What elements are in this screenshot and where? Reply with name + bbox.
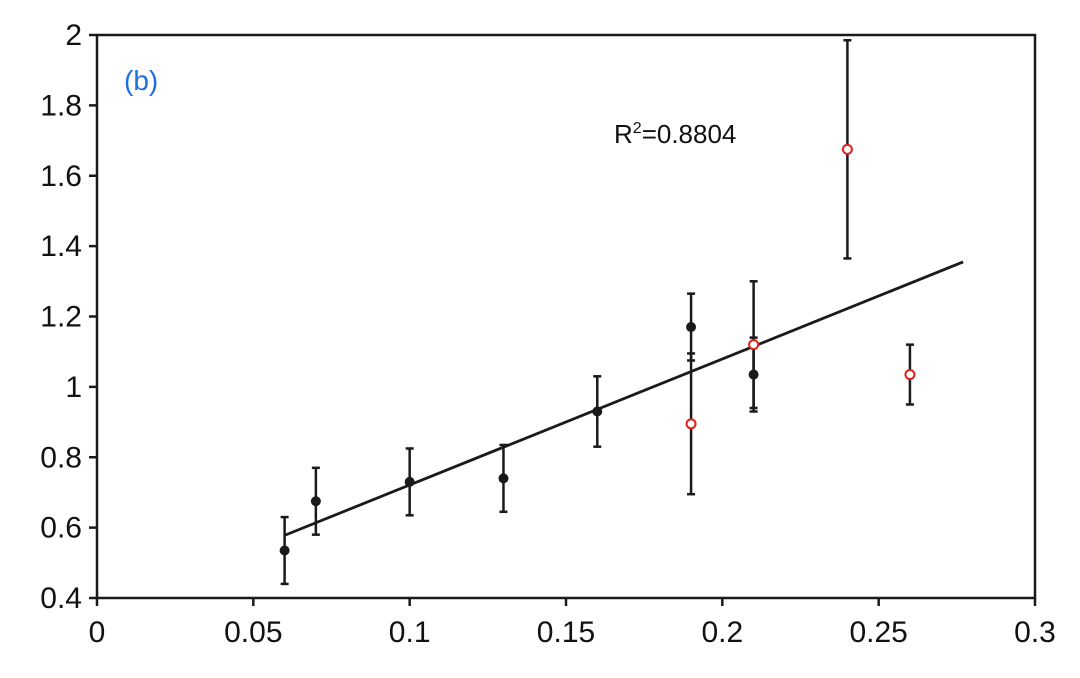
r-squared-superscript: 2 [633,120,642,137]
filled-point-6 [748,369,759,380]
filled-point-4 [592,406,603,417]
filled-point-3 [498,473,509,484]
x-tick-label-6: 0.3 [1014,616,1056,649]
y-tick-label-2: 0.8 [40,441,82,474]
filled-point-2 [404,476,415,487]
x-tick-label-3: 0.15 [537,616,595,649]
axes [95,33,1037,600]
x-tick-label-0: 0 [89,616,106,649]
y-tick-label-7: 1.8 [40,89,82,122]
y-tick-label-6: 1.6 [40,160,82,193]
open-point-3 [904,369,916,381]
y-tick-label-1: 0.6 [40,512,82,545]
x-tick-label-2: 0.1 [389,616,431,649]
fit-line [284,260,964,537]
r-squared-prefix: R [614,119,633,149]
data-points [279,143,916,556]
r-squared-value: =0.8804 [642,119,737,149]
error-bars [280,39,914,586]
fit-line-group [284,260,964,537]
open-point-0 [685,418,697,430]
y-tick-label-4: 1.2 [40,301,82,334]
plot-frame [95,33,1037,600]
filled-point-1 [310,496,321,507]
filled-point-5 [686,322,697,333]
x-tick-label-5: 0.25 [849,616,907,649]
tick-marks [89,33,1037,606]
open-point-1 [748,339,760,351]
filled-point-0 [279,545,290,556]
x-tick-label-4: 0.2 [701,616,743,649]
y-tick-label-0: 0.4 [40,582,82,615]
y-tick-label-3: 1 [65,371,82,404]
open-point-2 [841,143,853,155]
r-squared-annotation: R2=0.8804 [614,119,736,149]
y-tick-label-5: 1.4 [40,230,82,263]
tick-labels: 0 0.05 0.1 0.15 0.2 0.25 0.3 0.4 0.6 0.8 1 1.2 1.4 1.… [40,19,1056,649]
x-tick-label-1: 0.05 [224,616,282,649]
y-tick-label-8: 2 [65,19,82,52]
panel-label: (b) [124,65,158,96]
